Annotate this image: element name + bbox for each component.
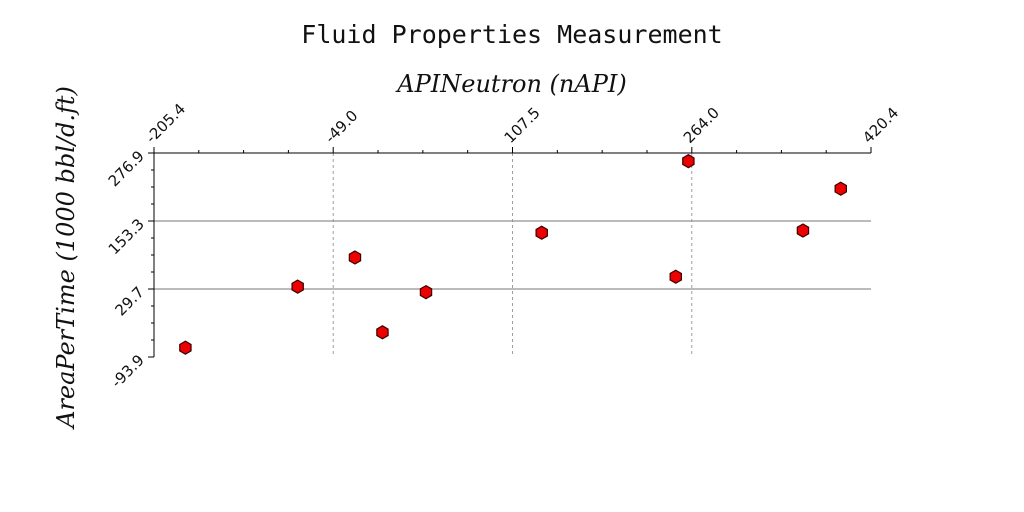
- y-tick-label: 29.7: [111, 283, 147, 319]
- data-point: [669, 269, 683, 284]
- axes: [148, 147, 872, 358]
- y-tick-label: 276.9: [105, 147, 148, 190]
- y-tick-label: -93.9: [108, 351, 148, 391]
- data-point: [535, 225, 548, 240]
- y-tick-label: 153.3: [105, 215, 148, 258]
- x-tick-label: 264.0: [680, 104, 723, 147]
- x-axis-label: APINeutron (nAPI): [395, 70, 626, 98]
- grid-lines: [154, 153, 871, 357]
- x-tick-label: 107.5: [501, 104, 544, 147]
- tick-labels: -205.4 -49.0 107.5 264.0 420.4 -93.9 29.7 153.3…: [105, 100, 902, 391]
- data-point: [796, 223, 810, 238]
- data-point: [348, 250, 362, 265]
- x-tick-label: -49.0: [321, 107, 361, 147]
- data-point: [376, 325, 389, 340]
- x-tick-label: 420.4: [859, 104, 902, 147]
- data-point: [682, 154, 695, 169]
- x-tick-label: -205.4: [142, 100, 189, 147]
- data-point: [419, 284, 433, 300]
- y-axis-label: AreaPerTime (1000 bbl/d.ft): [52, 86, 80, 430]
- data-points: [179, 154, 847, 355]
- data-point: [291, 279, 304, 294]
- chart-title: Fluid Properties Measurement: [301, 20, 722, 49]
- data-point: [834, 181, 847, 196]
- data-point: [179, 340, 192, 355]
